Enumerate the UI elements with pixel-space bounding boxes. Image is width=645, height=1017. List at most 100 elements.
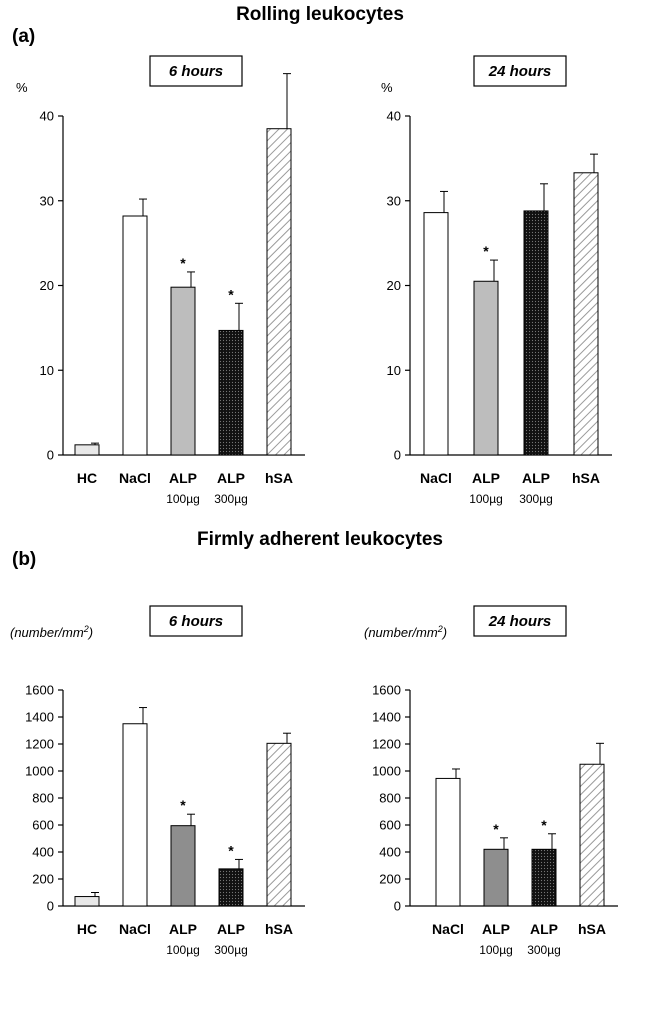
x-category-label: hSA	[265, 470, 293, 486]
bar	[74, 444, 100, 456]
chart-panel-3: 6 hours (number/mm2) 0 200 400 600 800 1000 1200…	[10, 605, 305, 957]
section-a-label: (a)	[12, 26, 35, 47]
time-label: 24 hours	[488, 613, 552, 630]
bar	[531, 848, 557, 907]
significance-star: *	[228, 286, 234, 302]
y-tick-label: 1200	[25, 737, 54, 752]
x-category-label: ALP	[522, 470, 550, 486]
section-b-title: Firmly adherent leukocytes	[197, 529, 443, 550]
bar	[122, 215, 148, 456]
y-tick-label: 30	[387, 193, 401, 208]
x-category-label: NaCl	[432, 921, 464, 937]
time-label: 6 hours	[169, 63, 223, 80]
x-category-label: hSA	[572, 470, 600, 486]
bar	[218, 868, 244, 907]
section-b-label: (b)	[12, 549, 36, 570]
y-tick-label: 200	[32, 872, 54, 887]
bar	[423, 212, 449, 456]
time-label-box	[149, 605, 243, 637]
time-label-box	[473, 605, 567, 637]
section-a-title: Rolling leukocytes	[236, 4, 404, 25]
x-category-label: NaCl	[119, 470, 151, 486]
significance-star: *	[228, 842, 234, 858]
x-category-label: HC	[77, 470, 97, 486]
bar	[473, 280, 499, 456]
time-label: 6 hours	[169, 613, 223, 630]
significance-star: *	[483, 243, 489, 259]
y-unit-end: )	[87, 625, 93, 640]
bar	[74, 896, 100, 907]
bar	[170, 825, 196, 907]
y-tick-label: 800	[32, 791, 54, 806]
y-tick-label: 10	[387, 363, 401, 378]
bar	[573, 172, 599, 456]
bar	[579, 763, 605, 907]
x-category-label: ALP	[482, 921, 510, 937]
y-tick-label: 1200	[372, 737, 401, 752]
y-tick-label: 600	[32, 818, 54, 833]
y-tick-label: 800	[379, 791, 401, 806]
significance-star: *	[493, 821, 499, 837]
y-tick-label: 0	[47, 899, 54, 914]
x-dose-label: 300µg	[527, 943, 561, 957]
x-category-label: ALP	[169, 470, 197, 486]
x-dose-label: 300µg	[214, 492, 248, 506]
y-tick-label: 20	[40, 278, 54, 293]
y-tick-label: 0	[47, 448, 54, 463]
y-tick-label: 1400	[372, 710, 401, 725]
x-category-label: hSA	[265, 921, 293, 937]
x-category-label: ALP	[169, 921, 197, 937]
y-tick-label: 40	[40, 109, 54, 124]
x-category-label: NaCl	[119, 921, 151, 937]
x-category-label: HC	[77, 921, 97, 937]
time-label-box	[149, 55, 243, 87]
y-unit-superscript: 2	[83, 624, 89, 634]
bar	[523, 210, 549, 456]
x-dose-label: 100µg	[479, 943, 513, 957]
chart-panel-1: 6 hours% 0 10 20 30 40 HC NaCl * ALP 100µg * ALP 300µ…	[16, 55, 305, 506]
x-dose-label: 100µg	[166, 492, 200, 506]
bar	[266, 128, 292, 456]
x-category-label: ALP	[530, 921, 558, 937]
y-tick-label: 1600	[372, 683, 401, 698]
significance-star: *	[180, 797, 186, 813]
y-tick-label: 20	[387, 278, 401, 293]
y-tick-label: 1000	[372, 764, 401, 779]
chart-panel-4: 24 hours (number/mm2) 0 200 400 600 800 1000 120…	[364, 605, 618, 957]
time-label: 24 hours	[488, 63, 552, 80]
y-unit-label: (number/mm2)	[364, 624, 447, 640]
x-dose-label: 300µg	[519, 492, 553, 506]
significance-star: *	[541, 817, 547, 833]
x-dose-label: 100µg	[166, 943, 200, 957]
x-dose-label: 100µg	[469, 492, 503, 506]
x-category-label: NaCl	[420, 470, 452, 486]
y-tick-label: 200	[379, 872, 401, 887]
y-unit-label: %	[381, 80, 393, 95]
x-category-label: ALP	[217, 470, 245, 486]
y-tick-label: 30	[40, 193, 54, 208]
bar	[483, 848, 509, 907]
x-dose-label: 300µg	[214, 943, 248, 957]
bar	[122, 723, 148, 907]
x-category-label: ALP	[472, 470, 500, 486]
y-tick-label: 0	[394, 899, 401, 914]
bar	[266, 742, 292, 907]
chart-panel-2: 24 hours% 0 10 20 30 40 NaCl * ALP 100µg ALP 300µg h…	[381, 55, 612, 506]
y-tick-label: 600	[379, 818, 401, 833]
y-unit-end: )	[441, 625, 447, 640]
y-tick-label: 40	[387, 109, 401, 124]
y-unit-superscript: 2	[437, 624, 443, 634]
bar	[218, 329, 244, 456]
y-tick-label: 400	[379, 845, 401, 860]
bar	[435, 777, 461, 907]
y-tick-label: 0	[394, 448, 401, 463]
x-category-label: hSA	[578, 921, 606, 937]
y-tick-label: 10	[40, 363, 54, 378]
bar	[170, 286, 196, 456]
y-unit-label: %	[16, 80, 28, 95]
y-tick-label: 1000	[25, 764, 54, 779]
y-tick-label: 1600	[25, 683, 54, 698]
time-label-box	[473, 55, 567, 87]
